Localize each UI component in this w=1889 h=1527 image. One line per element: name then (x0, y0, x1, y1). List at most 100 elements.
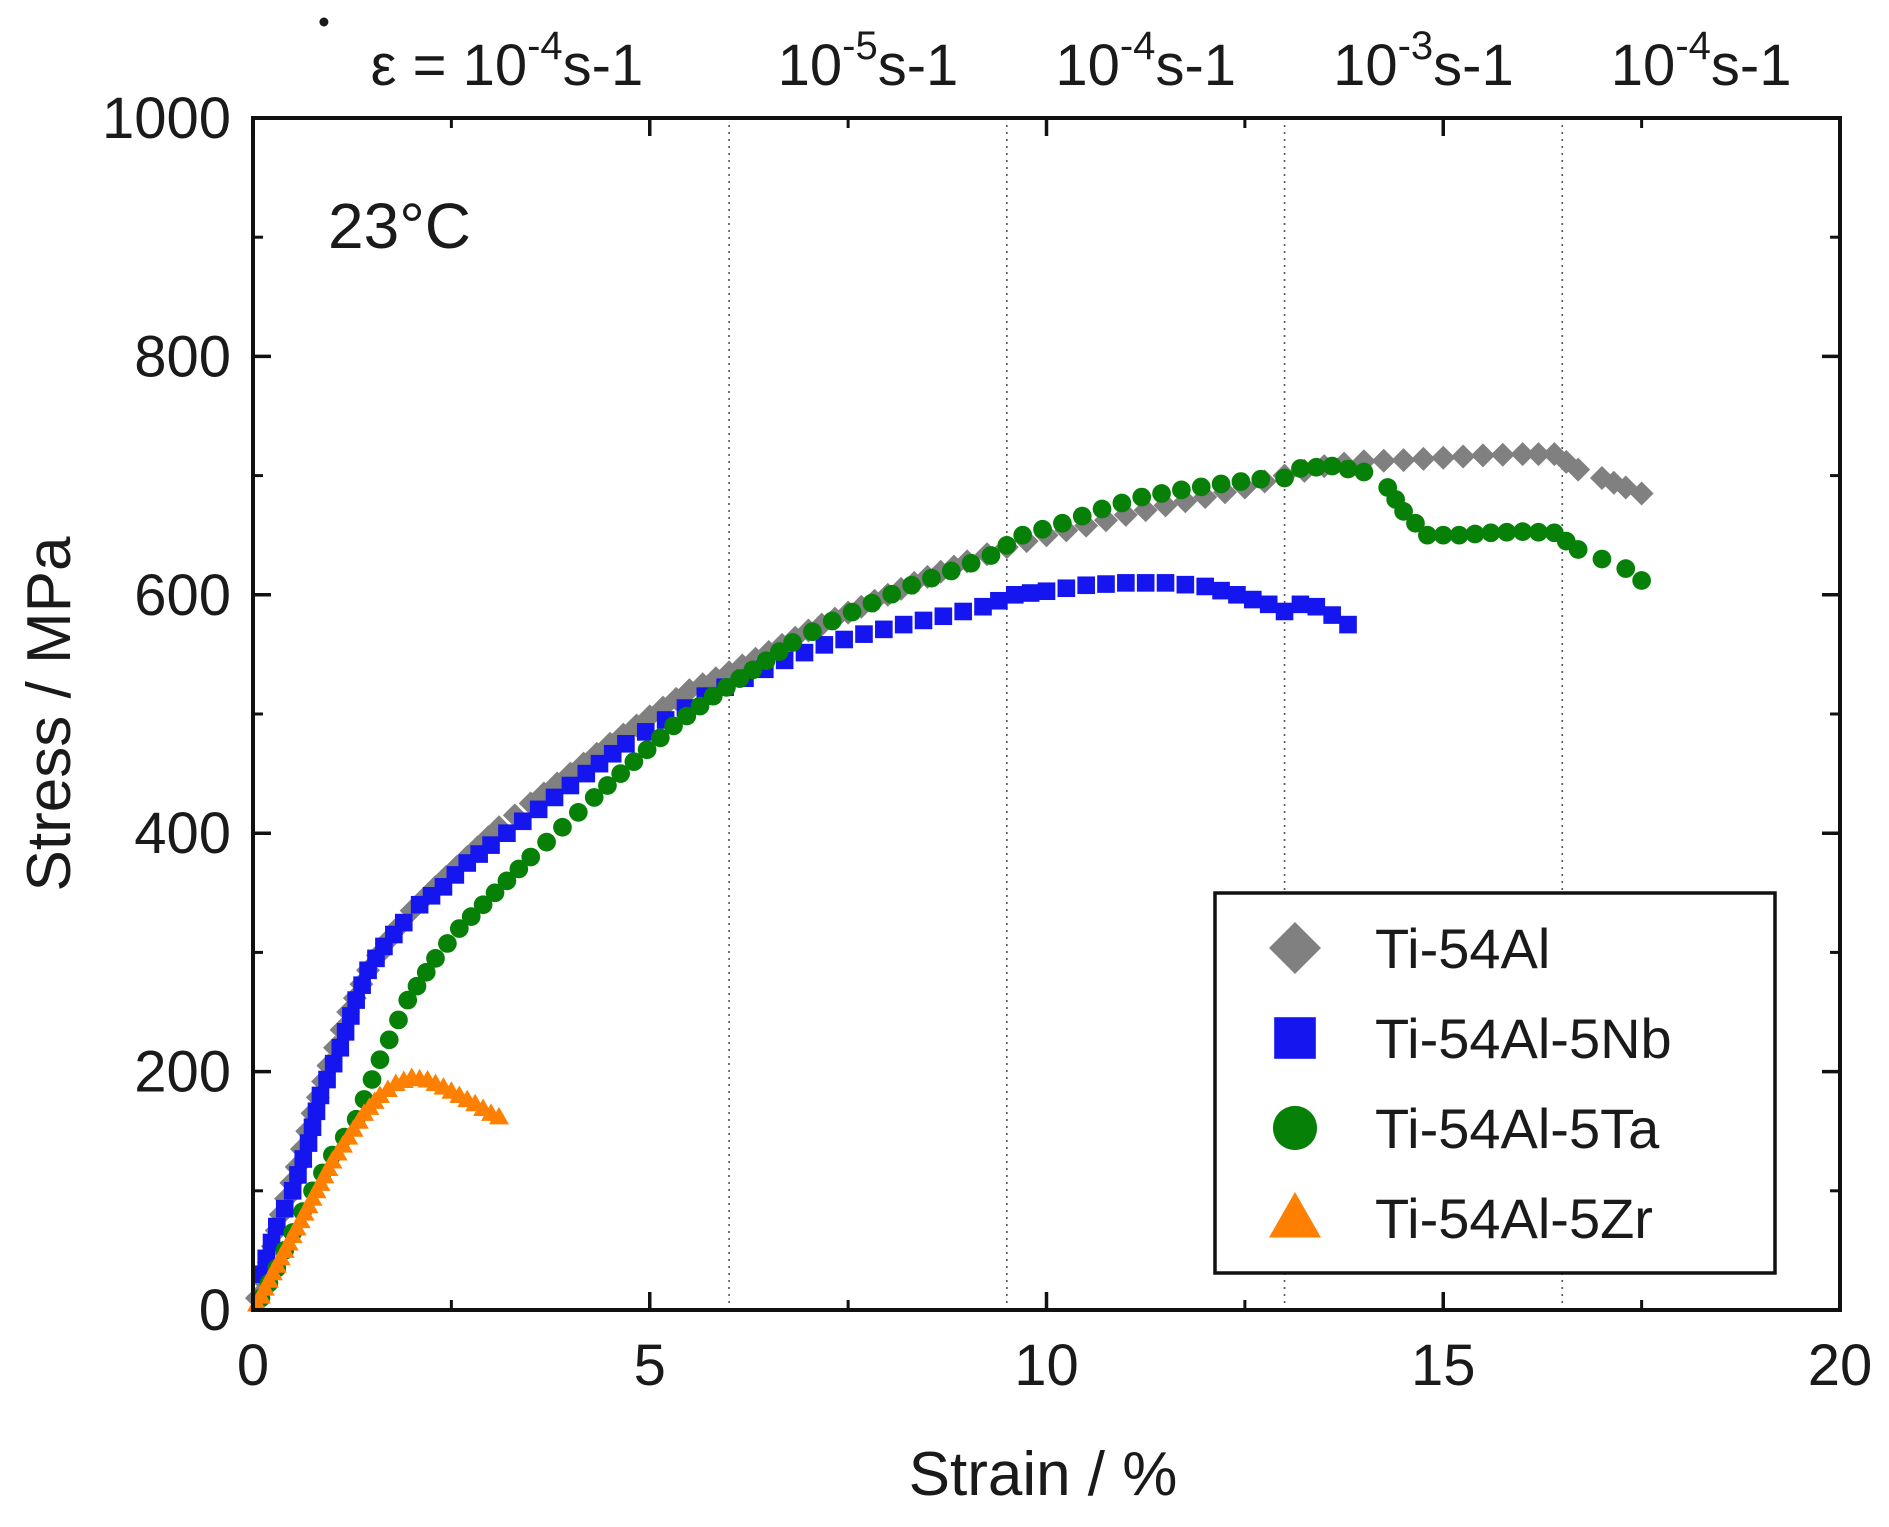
data-point (1406, 513, 1425, 533)
data-point (1431, 445, 1456, 470)
x-tick-label: 5 (634, 1333, 666, 1398)
data-point (636, 723, 655, 741)
data-point (815, 636, 834, 654)
data-point (289, 1166, 307, 1184)
data-point (1307, 597, 1326, 616)
data-point (1244, 590, 1262, 609)
data-point (1566, 457, 1591, 482)
data-point (488, 1106, 509, 1125)
data-point (1033, 519, 1052, 539)
data-point (1092, 499, 1112, 519)
data-point (353, 976, 371, 994)
data-point (795, 643, 814, 662)
data-point (482, 836, 500, 854)
data-point (835, 630, 853, 649)
data-point (717, 678, 736, 697)
data-point (336, 1023, 355, 1041)
data-point (1005, 586, 1024, 604)
strain-rate-label-1: ε = 10-4s-1 (371, 24, 644, 98)
data-point (407, 976, 427, 996)
data-point (473, 895, 493, 915)
data-point (1629, 481, 1654, 506)
data-point (394, 913, 413, 932)
legend-label: Ti-54Al-5Ta (1375, 1097, 1660, 1160)
data-point (584, 788, 604, 807)
data-point (1053, 513, 1072, 533)
data-point (342, 1007, 360, 1025)
y-tick-label: 600 (134, 563, 231, 628)
data-point (1481, 523, 1501, 543)
data-point (1231, 472, 1251, 491)
data-point (262, 1233, 281, 1252)
series-ti-54al-5zr (246, 1067, 509, 1312)
data-point (347, 991, 365, 1009)
data-point (842, 602, 862, 622)
data-point (803, 622, 822, 642)
data-point (961, 553, 981, 573)
data-point (783, 633, 802, 652)
data-point (299, 1134, 318, 1152)
data-point (922, 568, 941, 588)
data-point (756, 651, 776, 671)
data-point (1259, 595, 1278, 614)
data-point (1391, 448, 1416, 473)
data-point (730, 669, 750, 688)
data-point (1132, 487, 1152, 507)
data-point (529, 800, 548, 819)
data-point (1451, 444, 1476, 469)
y-tick-label: 200 (134, 1040, 231, 1105)
temperature-annotation: 23°C (328, 190, 471, 262)
data-point (954, 602, 972, 621)
legend: Ti-54Al Ti-54Al-5Nb Ti-54Al-5Ta Ti-54Al-5Zr (1213, 891, 1777, 1275)
legend-item: Ti-54Al (1269, 917, 1550, 980)
data-point (1394, 502, 1413, 521)
data-point (1306, 457, 1326, 477)
data-point (1510, 442, 1535, 467)
x-tick-label: 15 (1411, 1333, 1476, 1398)
data-point (498, 824, 516, 842)
data-point (1322, 456, 1342, 476)
data-point (426, 949, 445, 968)
data-point (283, 1182, 302, 1200)
legend-marker-triangle (1269, 1192, 1321, 1238)
data-point (1449, 525, 1469, 545)
data-point (743, 660, 763, 680)
data-series-layer (244, 442, 1654, 1312)
data-point (855, 625, 873, 643)
data-point (981, 546, 1001, 565)
data-point (1057, 579, 1076, 598)
data-point (902, 575, 921, 595)
data-point (894, 615, 913, 634)
legend-item: Ti-54Al-5Zr (1269, 1187, 1653, 1250)
legend-item: Ti-54Al-5Ta (1272, 1097, 1660, 1160)
x-tick-label: 20 (1808, 1333, 1873, 1398)
data-point (603, 744, 622, 763)
data-point (521, 847, 541, 867)
data-point (1172, 480, 1191, 500)
data-point (1191, 477, 1211, 497)
data-point (1152, 484, 1171, 503)
data-point (690, 696, 710, 716)
data-point (1176, 575, 1195, 594)
data-point (770, 642, 789, 661)
data-point (438, 934, 457, 953)
legend-item: Ti-54Al-5Nb (1274, 1007, 1672, 1070)
data-point (379, 1030, 399, 1050)
data-point (1592, 549, 1612, 569)
data-point (1013, 525, 1033, 545)
data-point (561, 776, 580, 795)
strain-rate-labels: ε = 10-4s-1 10-5s-1 10-4s-1 10-3s-1 10-4s-1 (319, 17, 1791, 98)
data-point (318, 1070, 336, 1089)
data-point (303, 1118, 322, 1137)
data-point (1513, 522, 1532, 541)
data-point (362, 1070, 382, 1089)
data-point (268, 1217, 286, 1236)
data-point (1354, 462, 1374, 482)
data-point (664, 716, 683, 736)
data-point (624, 752, 644, 772)
strain-rate-label-3: 10-4s-1 (1055, 24, 1236, 98)
data-point (1371, 448, 1396, 473)
data-point (485, 883, 505, 903)
data-point (1465, 524, 1485, 544)
